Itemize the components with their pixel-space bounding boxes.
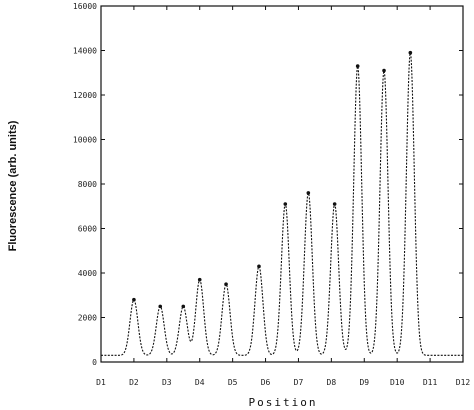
peak-point	[257, 264, 261, 269]
x-tick-label: D6	[261, 378, 271, 387]
x-tick-label: D5	[228, 378, 238, 387]
peak-point	[355, 64, 360, 68]
x-tick-label: D3	[162, 378, 172, 387]
x-axis-title: Position	[249, 396, 318, 409]
y-tick-label: 14000	[73, 47, 97, 56]
x-tick-label: D9	[359, 378, 369, 387]
y-tick-label: 6000	[78, 225, 97, 234]
x-tick-label: D2	[129, 378, 139, 387]
x-tick-label: D4	[195, 378, 205, 387]
series-trace	[101, 50, 463, 356]
x-tick-label: D11	[423, 378, 438, 387]
tick-labels: 0 2000 4000 6000 8000 10000 12000 14000 16000 D1 D…	[73, 2, 471, 387]
peak-point	[332, 202, 337, 206]
plot-frame	[100, 5, 464, 363]
y-tick-label: 16000	[73, 2, 97, 11]
y-tick-label: 12000	[73, 91, 97, 100]
y-tick-label: 8000	[78, 180, 97, 189]
peak-point	[306, 191, 311, 195]
peak-point	[158, 304, 163, 309]
peak-point	[181, 304, 186, 309]
x-tick-label: D10	[390, 378, 405, 387]
series-line	[101, 50, 463, 356]
x-tick-label: D8	[327, 378, 337, 387]
peak-point	[408, 50, 413, 55]
peak-point	[224, 282, 228, 286]
y-axis-title: Fluorescence (arb. units)	[7, 120, 19, 251]
y-tick-label: 0	[92, 358, 97, 367]
peak-point	[132, 297, 136, 302]
x-tick-label: D7	[294, 378, 304, 387]
y-tick-label: 2000	[78, 314, 97, 323]
axes	[100, 5, 464, 363]
y-tick-label: 4000	[78, 269, 97, 278]
peak-point	[197, 277, 202, 282]
y-tick-label: 10000	[73, 136, 97, 145]
x-tick-label: D12	[456, 378, 471, 387]
peak-point	[382, 68, 386, 73]
peak-point	[283, 202, 288, 206]
x-tick-label: D1	[96, 378, 106, 387]
